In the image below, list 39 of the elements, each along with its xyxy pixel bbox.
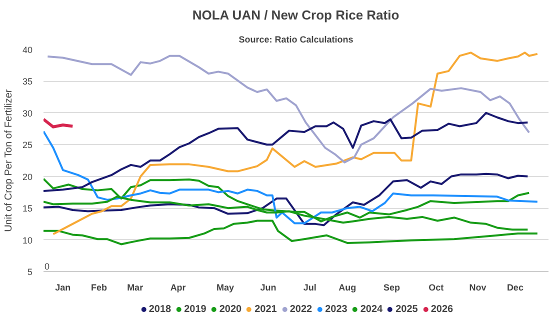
legend-label: 2020 bbox=[219, 304, 242, 314]
x-tick-label: Dec bbox=[506, 282, 524, 292]
y-tick-label: 10 bbox=[22, 235, 33, 246]
x-tick-label: Jun bbox=[260, 282, 276, 292]
chart-title: NOLA UAN / New Crop Rice Ratio bbox=[192, 8, 400, 22]
line-series bbox=[44, 118, 74, 128]
y-tick-label: 20 bbox=[22, 172, 33, 182]
legend-label: 2021 bbox=[254, 304, 277, 314]
annotation: 0 bbox=[44, 262, 50, 272]
legend-label: 2025 bbox=[396, 304, 418, 314]
y-tick-label: 25 bbox=[22, 140, 33, 150]
line-series bbox=[44, 130, 538, 224]
y-tick-label: 35 bbox=[22, 76, 33, 87]
x-tick-label: Nov bbox=[469, 282, 486, 292]
x-tick-label: Mar bbox=[127, 282, 144, 292]
x-tick-label: Oct bbox=[428, 282, 444, 292]
x-tick-label: Feb bbox=[90, 282, 108, 292]
line-series bbox=[44, 112, 529, 192]
x-tick-label: Aug bbox=[338, 282, 356, 292]
x-tick-label: Jan bbox=[55, 282, 71, 292]
y-tick-label: 15 bbox=[22, 204, 33, 214]
x-tick-label: May bbox=[216, 282, 234, 292]
y-tick-label: 5 bbox=[27, 267, 33, 277]
legend-label: 2024 bbox=[360, 304, 383, 314]
y-axis-title: Unit of Crop Per Ton of Fertilizer bbox=[3, 88, 14, 232]
line-series bbox=[44, 220, 538, 246]
legend-label: 2023 bbox=[325, 304, 348, 314]
x-tick-label: Sep bbox=[383, 282, 400, 292]
x-tick-label: Apr bbox=[170, 282, 186, 292]
x-tick-label: Jul bbox=[303, 282, 316, 292]
chart-subtitle: Source: Ratio Calculations bbox=[238, 34, 354, 44]
line-series bbox=[46, 54, 530, 164]
y-tick-label: 40 bbox=[22, 45, 33, 55]
line-series bbox=[52, 52, 538, 236]
legend-label: 2026 bbox=[430, 304, 454, 314]
legend-label: 2018 bbox=[148, 304, 172, 314]
y-tick-label: 30 bbox=[22, 108, 33, 118]
legend-label: 2022 bbox=[290, 304, 312, 314]
legend-label: 2019 bbox=[184, 304, 206, 314]
